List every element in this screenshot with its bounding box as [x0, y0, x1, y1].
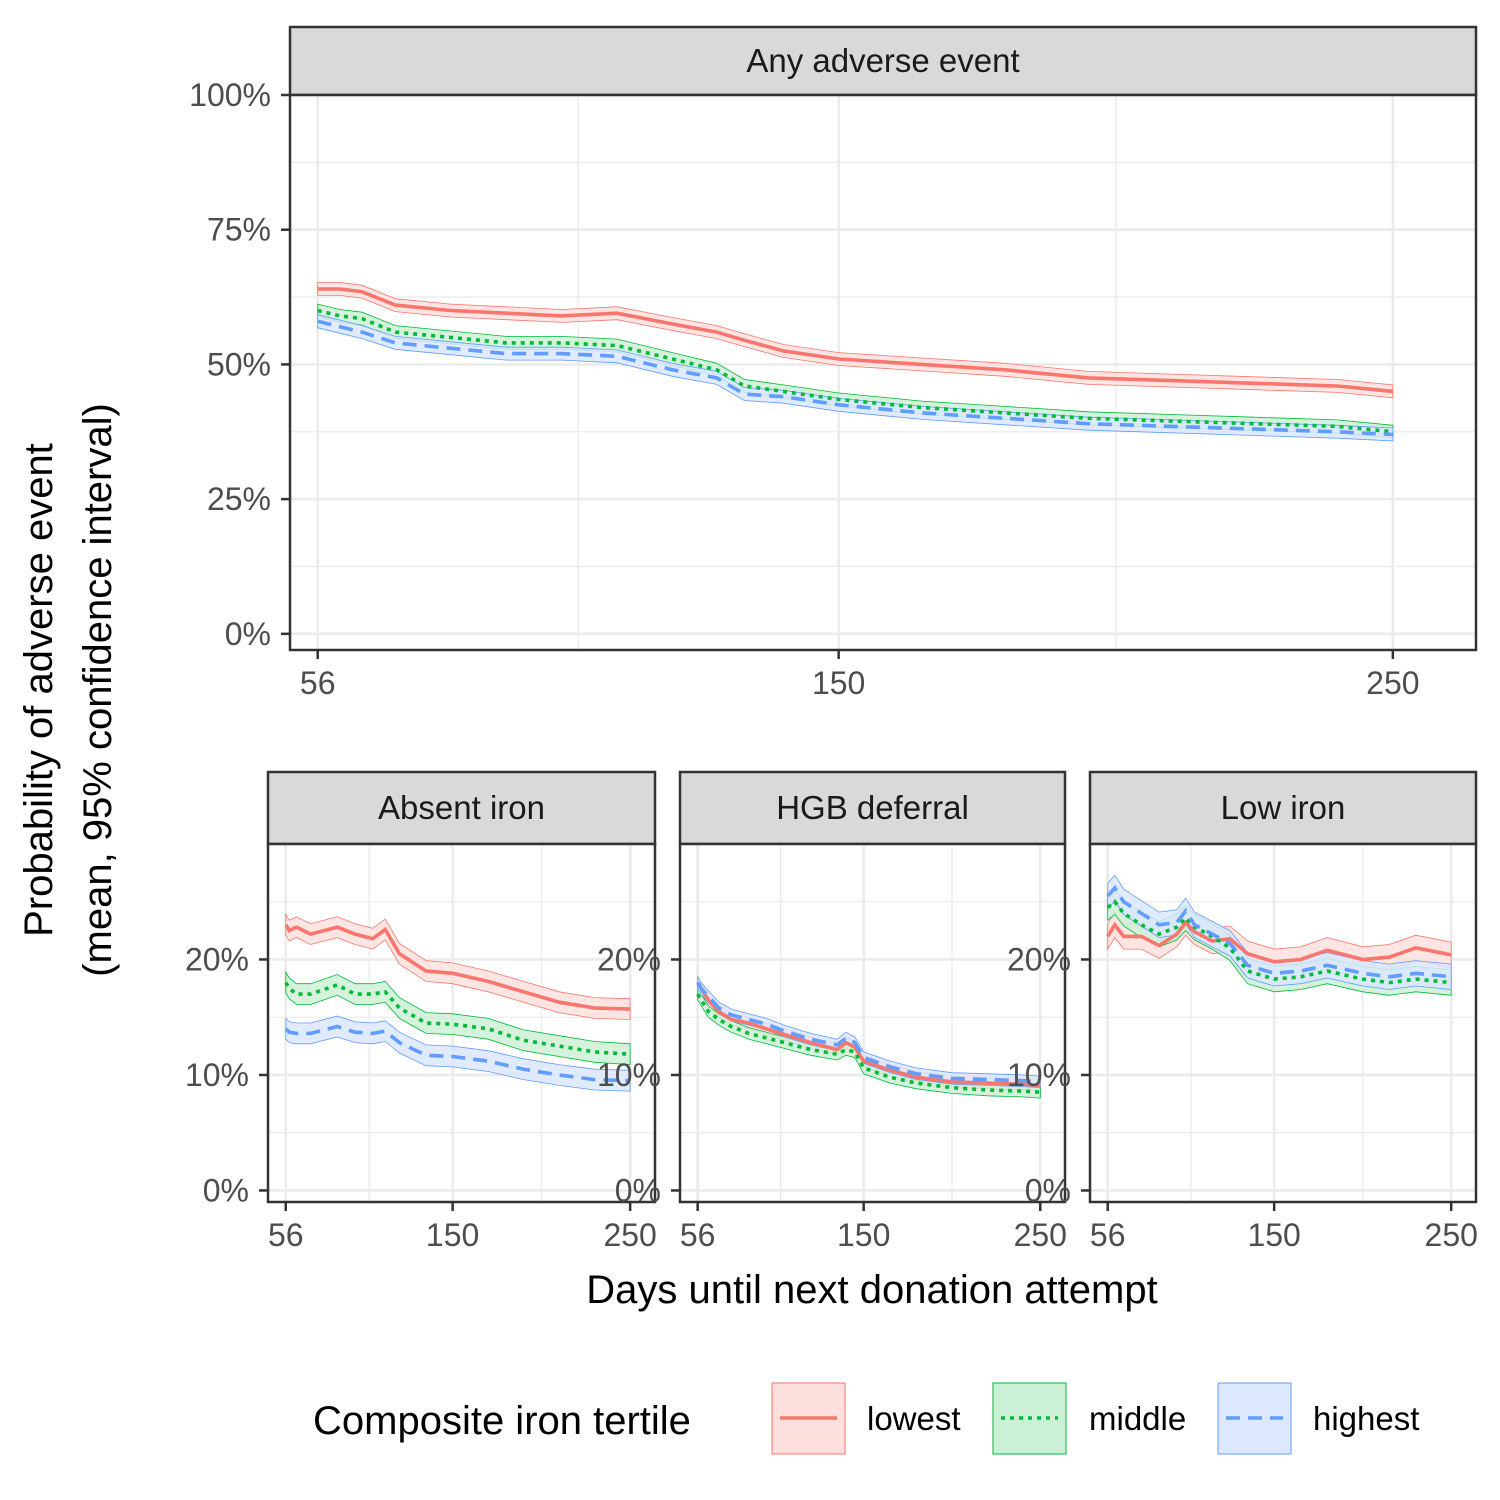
y-tick-label: 20%: [597, 941, 661, 977]
strip-absent-iron: [266, 770, 657, 846]
facet-panels: Any adverse event 0% 25% 50% 75% 100% 56 150 250…: [185, 25, 1478, 1253]
ci-ribbon-middle: [285, 970, 631, 1066]
plot-area-low-iron: [1090, 844, 1476, 1202]
panel-border: [678, 842, 1067, 1204]
x-tick-label: 56: [1090, 1217, 1126, 1253]
series-line-lowest: [696, 981, 1041, 1088]
y-tick-label: 10%: [185, 1057, 249, 1093]
ci-ribbon-lowest: [317, 282, 1394, 399]
panel-border: [1088, 842, 1478, 1204]
strip-title-hgb-deferral: HGB deferral: [776, 789, 969, 826]
panel-low-iron: Low iron 0% 10% 20% 56 150 250: [1007, 770, 1478, 1253]
y-tick-label: 0%: [1025, 1172, 1071, 1208]
x-tick-label: 150: [426, 1217, 479, 1253]
legend-label-lowest: lowest: [867, 1400, 961, 1437]
panel-any-adverse-event: Any adverse event 0% 25% 50% 75% 100% 56 150 250: [189, 25, 1478, 701]
series-line-middle: [317, 308, 1394, 434]
x-tick-label: 250: [603, 1217, 656, 1253]
strip-title-low-iron: Low iron: [1221, 789, 1346, 826]
series-line-lowest: [1106, 919, 1452, 964]
y-axis-title-line1: Probability of adverse event: [17, 443, 61, 937]
legend-item-middle: middle: [992, 1382, 1186, 1455]
strip-low-iron: [1088, 770, 1478, 846]
legend-label-highest: highest: [1313, 1400, 1419, 1437]
legend-label-middle: middle: [1089, 1400, 1186, 1437]
strip-hgb-deferral: [678, 770, 1067, 846]
series-line-highest: [317, 319, 1393, 437]
y-tick-label: 10%: [597, 1057, 661, 1093]
series-group: [1106, 874, 1452, 996]
strip-title-absent-iron: Absent iron: [378, 789, 545, 826]
x-tick-label: 150: [1247, 1217, 1300, 1253]
series-line-lowest: [317, 287, 1394, 394]
x-tick-label: 250: [1014, 1217, 1067, 1253]
series-group: [317, 282, 1394, 442]
y-tick-label: 50%: [207, 346, 271, 382]
ci-ribbon-highest: [317, 314, 1394, 442]
panel-hgb-deferral: HGB deferral 0% 10% 20% 56 150 250: [597, 770, 1067, 1253]
y-tick-label: 25%: [207, 481, 271, 517]
panel-absent-iron: Absent iron 0% 10% 20% 56 150 250: [185, 770, 657, 1253]
y-tick-label: 20%: [185, 941, 249, 977]
y-axis-title-line2: (mean, 95% confidence interval): [76, 403, 120, 977]
x-tick-label: 250: [1425, 1217, 1478, 1253]
ci-ribbon-highest: [697, 975, 1041, 1089]
ci-ribbon-middle: [697, 986, 1041, 1099]
y-tick-label: 10%: [1007, 1057, 1071, 1093]
plot-area-any-adverse-event: [290, 95, 1476, 650]
y-tick-label: 0%: [203, 1172, 249, 1208]
panel-border: [288, 93, 1478, 652]
series-group: [696, 975, 1041, 1099]
strip-any-adverse-event: [288, 25, 1478, 97]
series-line-middle: [284, 981, 631, 1056]
y-tick-label: 0%: [615, 1172, 661, 1208]
legend-item-lowest: lowest: [771, 1382, 961, 1455]
x-tick-label: 150: [837, 1217, 890, 1253]
y-tick-label: 0%: [225, 616, 271, 652]
legend-title: Composite iron tertile: [313, 1399, 691, 1443]
x-tick-label: 56: [300, 665, 336, 701]
y-tick-label: 75%: [207, 212, 271, 248]
x-tick-label: 250: [1366, 665, 1419, 701]
x-axis-title: Days until next donation attempt: [586, 1268, 1157, 1312]
x-tick-label: 56: [680, 1217, 716, 1253]
y-tick-label: 20%: [1007, 941, 1071, 977]
series-line-highest: [696, 981, 1041, 1084]
series-line-highest: [1106, 884, 1452, 979]
strip-title-any-adverse-event: Any adverse event: [746, 42, 1019, 79]
legend-item-highest: highest: [1217, 1382, 1419, 1455]
legend: Composite iron tertile lowest middle highe…: [313, 1382, 1419, 1455]
series-line-lowest: [284, 923, 631, 1011]
ci-ribbon-lowest: [285, 912, 631, 1020]
series-group: [284, 912, 631, 1092]
y-tick-label: 100%: [189, 77, 271, 113]
series-line-highest: [284, 1024, 631, 1083]
x-tick-label: 150: [812, 665, 865, 701]
panel-border: [266, 842, 657, 1204]
x-tick-label: 56: [268, 1217, 304, 1253]
